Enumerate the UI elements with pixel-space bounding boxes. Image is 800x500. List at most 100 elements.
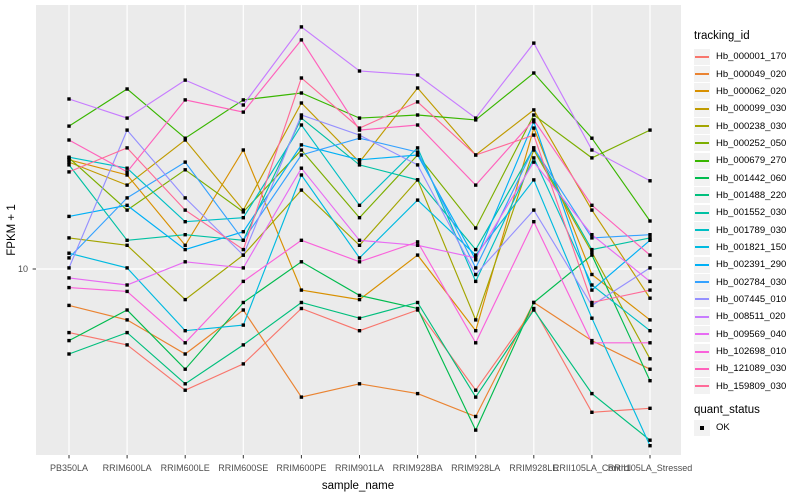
data-point [474, 395, 478, 399]
legend-item-label: OK [716, 422, 730, 434]
legend-key-swatch [694, 222, 710, 239]
data-point [125, 266, 129, 270]
data-point [415, 306, 420, 311]
x-tick-label: RRIM928LA [451, 463, 501, 473]
data-point [648, 438, 652, 442]
legend-key-swatch [694, 100, 710, 117]
x-tick-label: RRIM600LA [102, 463, 152, 473]
data-point [648, 238, 652, 242]
data-point [474, 272, 478, 277]
x-tick-label: RRIM600PE [276, 463, 327, 473]
legend-key-swatch [694, 274, 710, 291]
data-point [125, 87, 129, 91]
x-tick-label: RRII105LA_Stressed [607, 463, 693, 473]
data-point [415, 198, 420, 202]
data-point [67, 155, 71, 159]
data-point [357, 297, 362, 302]
data-point [299, 306, 304, 311]
data-point [532, 160, 536, 164]
data-point [67, 236, 71, 240]
data-point [474, 256, 478, 260]
data-point [357, 116, 362, 120]
legend-key-line [695, 55, 709, 58]
data-point [357, 316, 362, 320]
data-point [590, 283, 594, 287]
data-point [357, 293, 362, 298]
data-point [474, 247, 478, 252]
data-point [357, 256, 362, 260]
data-point [648, 253, 652, 257]
data-point [183, 98, 187, 102]
legend-item: Hb_121089_030 [694, 360, 786, 377]
y-tick-label: 10 [17, 264, 28, 274]
data-point [241, 110, 245, 114]
data-point [125, 208, 129, 212]
legend-item: Hb_001442_060 [694, 169, 787, 187]
data-point [415, 243, 420, 247]
legend-item-label: Hb_159809_030 [716, 380, 787, 392]
data-point [183, 78, 187, 82]
data-point [357, 238, 362, 242]
data-point [125, 308, 129, 312]
data-point [67, 276, 71, 280]
data-point [648, 233, 652, 237]
data-point [474, 153, 478, 157]
data-point [67, 285, 71, 290]
legend-key-line [695, 333, 709, 336]
data-point [299, 101, 304, 105]
data-point [183, 341, 187, 345]
data-point [357, 243, 362, 247]
legend-key-swatch [694, 204, 710, 221]
data-point [299, 148, 304, 152]
data-point [125, 170, 129, 174]
data-point [532, 208, 536, 212]
legend-color-items: Hb_000001_170 Hb_000049_020 Hb_000062_020 H… [694, 48, 786, 395]
data-point [125, 238, 129, 242]
data-point [183, 243, 187, 247]
legend-item-label: Hb_001442_060 [716, 172, 787, 184]
legend-item: Hb_000099_030 [694, 100, 786, 117]
data-point [532, 146, 536, 150]
legend-key-line [695, 246, 709, 249]
data-point [532, 178, 536, 182]
data-point [648, 128, 652, 132]
data-point [67, 352, 71, 356]
data-point [183, 260, 187, 264]
data-point [474, 183, 478, 187]
data-point [241, 308, 245, 312]
data-point [648, 318, 652, 322]
data-point [299, 395, 304, 399]
data-point [590, 410, 594, 414]
data-point [67, 158, 71, 162]
data-point [125, 166, 129, 170]
legend-item-label: Hb_001552_030 [716, 207, 787, 219]
data-point [241, 279, 245, 284]
data-point [590, 272, 594, 277]
data-point [241, 98, 245, 102]
legend-item: Hb_001821_150 [694, 239, 786, 256]
x-tick-label: RRIM600SE [218, 463, 269, 473]
data-point [299, 300, 304, 305]
data-point [125, 283, 129, 287]
legend-key-line [695, 298, 709, 301]
data-point [299, 76, 304, 80]
data-point [415, 86, 420, 90]
data-point [299, 288, 304, 292]
data-point [357, 216, 362, 220]
data-point [241, 238, 245, 242]
x-tick-label: RRIM928LE [509, 463, 559, 473]
data-point [183, 352, 187, 356]
legend-item: Hb_009569_040 [694, 326, 786, 343]
x-axis-title: sample_name [321, 480, 395, 492]
legend-key-line [695, 107, 709, 110]
legend-key-line [695, 263, 709, 266]
data-point [590, 236, 594, 240]
data-point [241, 216, 245, 220]
data-point [532, 108, 536, 112]
data-point [648, 444, 652, 448]
data-point [357, 128, 362, 132]
data-point [125, 183, 129, 187]
legend-item: Hb_002391_290 [694, 256, 786, 273]
